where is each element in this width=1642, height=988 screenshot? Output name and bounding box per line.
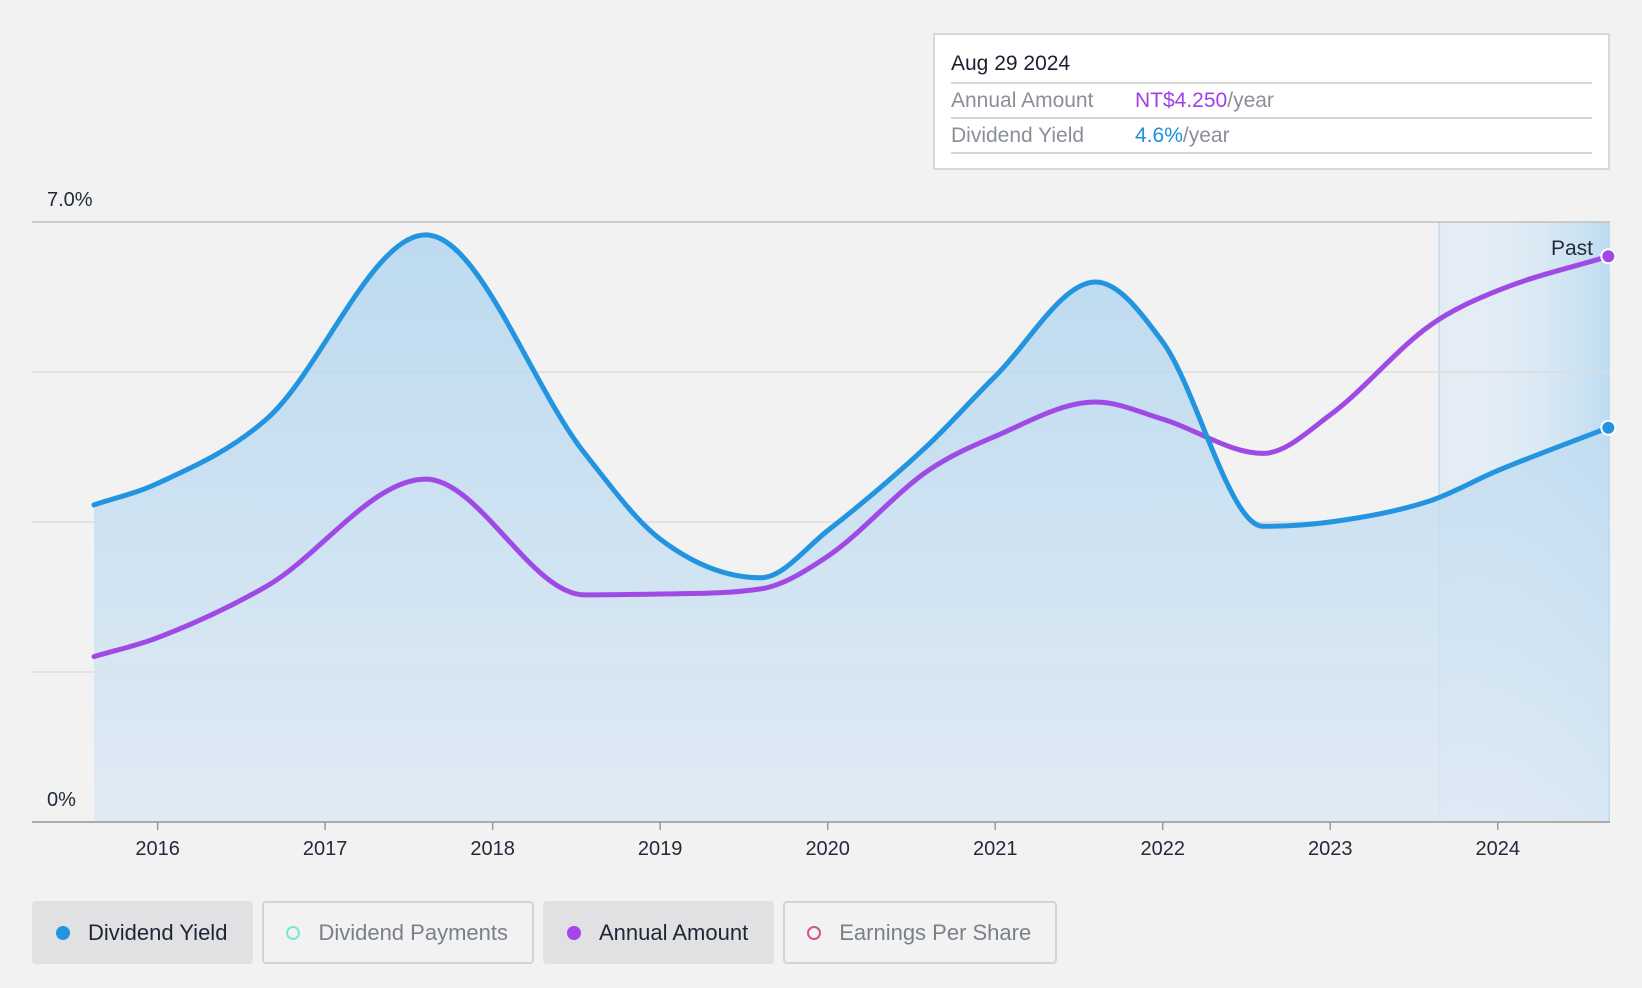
legend-label: Annual Amount — [598, 919, 749, 945]
dividend-yield-line — [91, 232, 1611, 581]
dividend-yield-area — [94, 234, 1609, 822]
tooltip-row-annual-amount: Annual Amount NT$4.250/year — [951, 84, 1592, 119]
x-tick-label: 2016 — [135, 838, 180, 860]
legend-dot-icon — [807, 925, 822, 940]
tooltip-annual-amount-unit: /year — [1227, 89, 1274, 112]
tooltip-dividend-yield-value: 4.6% — [1135, 124, 1183, 147]
x-tick-label: 2021 — [973, 838, 1018, 860]
past-label: Past — [1551, 237, 1593, 260]
y-min-label: 0% — [47, 789, 76, 811]
x-tick-label: 2023 — [1308, 838, 1353, 860]
y-max-label: 7.0% — [47, 189, 93, 211]
annual-amount-end-marker — [1600, 248, 1617, 265]
tooltip-box: Aug 29 2024 Annual Amount NT$4.250/year D… — [933, 33, 1610, 170]
legend-label: Dividend Yield — [88, 919, 228, 945]
legend-toggle-earnings-per-share[interactable]: Earnings Per Share — [783, 901, 1058, 964]
x-tick-label: 2019 — [638, 838, 683, 860]
legend-dot-icon — [56, 925, 70, 940]
tooltip-dividend-yield-unit: /year — [1182, 124, 1230, 147]
dividend-yield-end-marker — [1600, 419, 1617, 436]
legend-label: Dividend Payments — [318, 919, 508, 945]
x-tick-label: 2020 — [805, 838, 850, 860]
x-tick-label: 2022 — [1140, 838, 1185, 860]
legend: Dividend Yield Dividend Payments Annual … — [32, 901, 1058, 965]
tooltip-annual-amount-label: Annual Amount — [951, 89, 1094, 112]
x-tick-label: 2017 — [303, 838, 348, 860]
x-tick-label: 2024 — [1476, 838, 1521, 860]
tooltip-dividend-yield-label: Dividend Yield — [951, 124, 1085, 147]
legend-label: Earnings Per Share — [839, 919, 1032, 945]
x-tick-label: 2018 — [470, 838, 515, 860]
legend-dot-icon — [286, 925, 301, 940]
legend-dot-icon — [566, 925, 581, 940]
tooltip-date: Aug 29 2024 — [951, 49, 1592, 84]
tooltip-annual-amount-value: NT$4.250 — [1135, 89, 1228, 112]
legend-toggle-dividend-payments[interactable]: Dividend Payments — [262, 901, 534, 964]
legend-toggle-annual-amount[interactable]: Annual Amount — [542, 901, 775, 964]
legend-toggle-dividend-yield[interactable]: Dividend Yield — [32, 901, 254, 964]
annual-amount-line — [91, 253, 1611, 660]
tooltip-row-dividend-yield: Dividend Yield 4.6%/year — [951, 119, 1592, 154]
